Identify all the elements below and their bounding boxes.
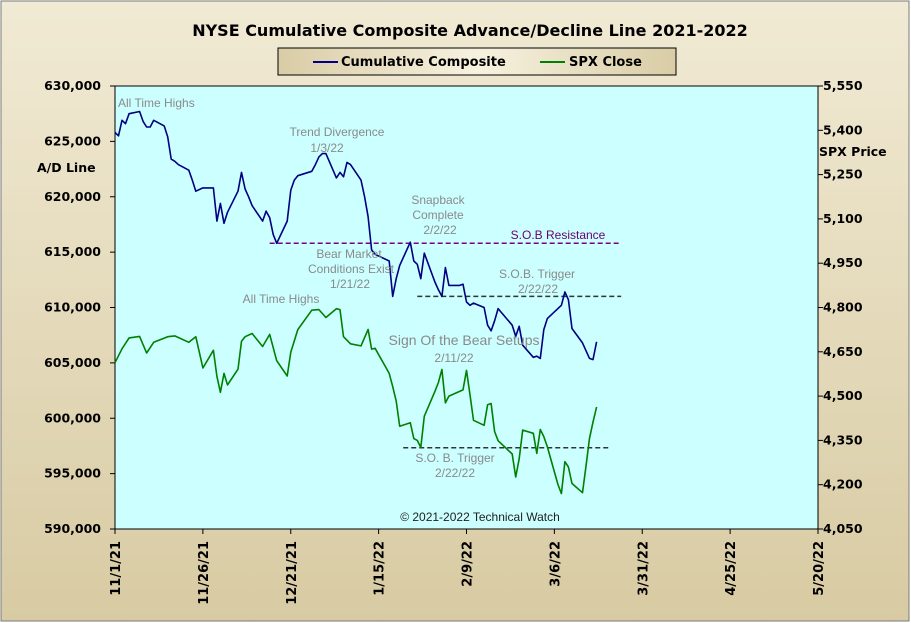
copyright-notice: © 2021-2022 Technical Watch — [400, 510, 560, 524]
y-right-axis: 5,550 5,400 5,250 5,100 4,950 4,800 4,650 4,500… — [818, 78, 863, 536]
y-left-tick-label: 610,000 — [44, 300, 101, 315]
x-tick-label: 11/26/21 — [197, 541, 212, 605]
y-right-tick-label: 5,550 — [823, 78, 863, 93]
x-tick-label: 1/15/22 — [373, 541, 388, 596]
annotation-snapback-date: 2/2/22 — [423, 223, 457, 237]
legend-label-spx: SPX Close — [569, 55, 642, 70]
annotation-trend-divergence-date: 1/3/22 — [310, 141, 344, 155]
annotations: All Time Highs Trend Divergence 1/3/22 S… — [118, 96, 606, 524]
annotation-conditions-exist: Conditions Exist — [308, 262, 395, 276]
annotation-snapback-complete: Complete — [412, 208, 464, 222]
annotation-sob-trigger-bottom-date: 2/22/22 — [435, 466, 475, 480]
x-tick-label: 12/21/21 — [285, 541, 300, 605]
x-tick-label: 3/6/22 — [548, 541, 563, 587]
annotation-bear-market: Bear Market — [316, 247, 382, 261]
y-right-tick-label: 4,200 — [823, 477, 863, 492]
series-line-composite — [114, 110, 598, 361]
chart-title: NYSE Cumulative Composite Advance/Declin… — [192, 21, 748, 40]
y-left-tick-label: 590,000 — [44, 521, 101, 536]
x-tick-label: 4/25/22 — [724, 541, 739, 596]
annotation-sob-resistance: S.O.B Resistance — [511, 228, 606, 242]
y-left-tick-label: 630,000 — [44, 78, 101, 93]
legend: Cumulative Composite SPX Close — [277, 47, 677, 76]
y-right-tick-label: 5,250 — [823, 167, 863, 182]
series-line-spx — [114, 307, 598, 495]
y-right-tick-label: 4,500 — [823, 388, 863, 403]
y-left-tick-label: 600,000 — [44, 410, 101, 425]
y-right-axis-label: SPX Price — [819, 144, 887, 159]
series-layer — [114, 110, 598, 495]
y-right-tick-label: 5,100 — [823, 211, 863, 226]
reference-lines — [269, 242, 622, 449]
y-left-tick-label: 620,000 — [44, 189, 101, 204]
annotation-sob-trigger-top-date: 2/22/22 — [518, 282, 558, 296]
y-right-tick-label: 5,400 — [823, 122, 863, 137]
y-right-tick-label: 4,050 — [823, 521, 863, 536]
annotation-trend-divergence: Trend Divergence — [290, 125, 385, 139]
annotation-all-time-highs-spx: All Time Highs — [243, 292, 320, 306]
annotation-sob-trigger-bottom: S.O. B. Trigger — [415, 451, 494, 465]
y-left-axis: 630,000 625,000 620,000 615,000 610,000 605,0… — [44, 78, 115, 536]
x-tick-label: 3/31/22 — [636, 541, 651, 596]
y-left-tick-label: 605,000 — [44, 355, 101, 370]
plot-area — [114, 85, 819, 530]
x-tick-label: 2/9/22 — [461, 541, 476, 587]
y-left-tick-label: 625,000 — [44, 133, 101, 148]
y-right-tick-label: 4,800 — [823, 300, 863, 315]
x-axis: 11/1/21 11/26/21 12/21/21 1/15/22 2/9/22 3/6/… — [109, 529, 827, 605]
annotation-all-time-highs-top: All Time Highs — [118, 96, 195, 110]
annotation-sob-setups: Sign Of the Bear Setups — [389, 332, 540, 348]
y-left-tick-label: 595,000 — [44, 466, 101, 481]
annotation-snapback: Snapback — [411, 193, 465, 207]
y-left-tick-label: 615,000 — [44, 244, 101, 259]
y-right-tick-label: 4,950 — [823, 255, 863, 270]
y-right-tick-label: 4,650 — [823, 344, 863, 359]
x-tick-label: 11/1/21 — [109, 541, 124, 596]
annotation-bear-market-date: 1/21/22 — [330, 277, 370, 291]
y-left-axis-label: A/D Line — [37, 160, 96, 175]
y-right-tick-label: 4,350 — [823, 432, 863, 447]
legend-box — [277, 47, 677, 76]
legend-label-composite: Cumulative Composite — [341, 55, 506, 70]
annotation-sob-setups-date: 2/11/22 — [434, 351, 473, 365]
annotation-sob-trigger-top: S.O.B. Trigger — [499, 267, 575, 281]
x-tick-label: 5/20/22 — [812, 541, 827, 596]
